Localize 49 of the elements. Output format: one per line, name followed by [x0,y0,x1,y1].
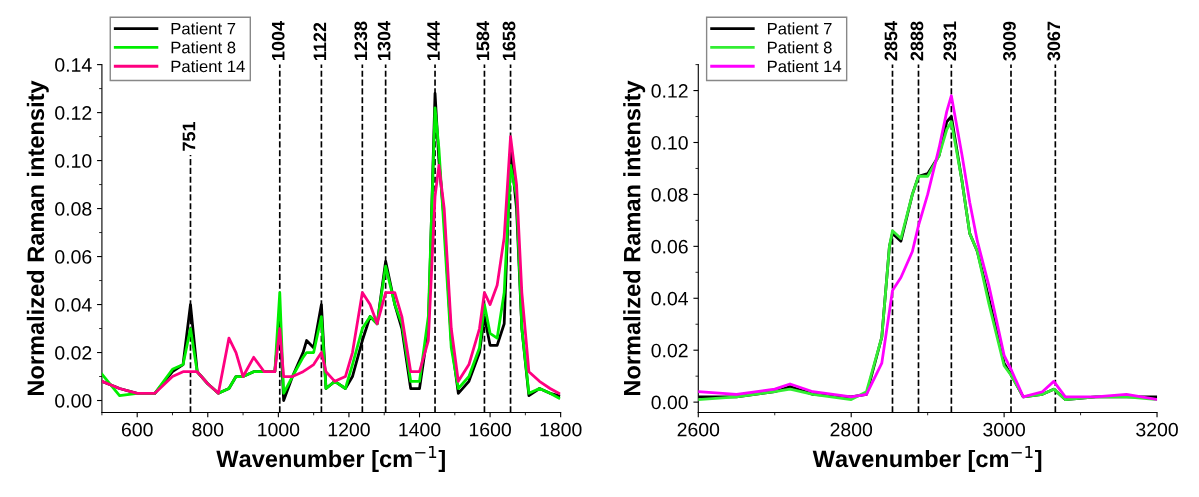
y-tick-label: 0.12 [651,84,688,98]
x-tick-label: 1200 [328,422,370,437]
ref-line-label: 1444 [427,21,440,60]
ref-line-label: 1658 [502,21,516,60]
ref-line-label: 1238 [354,21,368,60]
y-tick-label: 0.10 [55,154,92,168]
y-tick-label: 0.12 [55,106,92,120]
legend-label: Patient 7 [171,22,236,35]
x-tick-label: 1800 [540,422,582,437]
ref-line-label: 1304 [377,21,391,60]
x-tick-label: 1000 [258,422,300,437]
x-tick-label: 800 [192,422,224,437]
y-axis-title: Normalized Raman intensity [623,80,646,396]
legend-label: Patient 8 [171,41,236,54]
y-tick-label: 0.06 [651,239,688,254]
x-tick-label: 2600 [677,422,720,437]
y-tick-label: 0.10 [651,135,688,150]
x-tick-label: 3200 [1136,422,1178,437]
x-axis-title: Wavenumber [cm$^{−1}$] [812,445,1042,472]
y-axis-title: Normalized Raman intensity [26,80,49,396]
y-tick-label: 0.06 [55,250,92,264]
x-tick-label: 1600 [469,422,511,437]
y-tick-label: 0.02 [55,346,92,360]
y-tick-label: 0.04 [651,291,688,306]
x-tick-label: 3000 [983,422,1025,437]
y-tick-label: 0.04 [55,298,92,312]
ref-line-label: 1004 [271,21,285,60]
legend-label: Patient 8 [767,41,832,54]
legend-label: Patient 14 [171,60,245,73]
y-tick-label: 0.08 [55,202,92,216]
ref-line-label: 1122 [313,22,327,60]
x-axis-title: Wavenumber [cm$^{−1}$] [216,445,445,472]
ref-line-label: 2888 [910,21,924,61]
ref-line-label: 751 [182,121,196,151]
y-tick-label: 0.00 [651,395,688,410]
ref-line-label: 1584 [476,21,490,60]
y-tick-label: 0.14 [55,58,92,72]
y-tick-label: 0.02 [651,343,688,358]
x-tick-label: 2800 [830,422,873,437]
y-tick-label: 0.08 [651,187,688,202]
ref-line-label: 2854 [884,21,898,61]
legend-label: Patient 7 [767,22,832,35]
x-tick-label: 1400 [399,422,441,437]
ref-line-label: 2931 [943,21,957,61]
ref-line-label: 3067 [1047,21,1061,61]
legend-label: Patient 14 [767,60,842,73]
ref-line-label: 3009 [1003,21,1016,61]
x-tick-label: 600 [121,422,153,437]
y-tick-label: 0.00 [55,393,92,408]
